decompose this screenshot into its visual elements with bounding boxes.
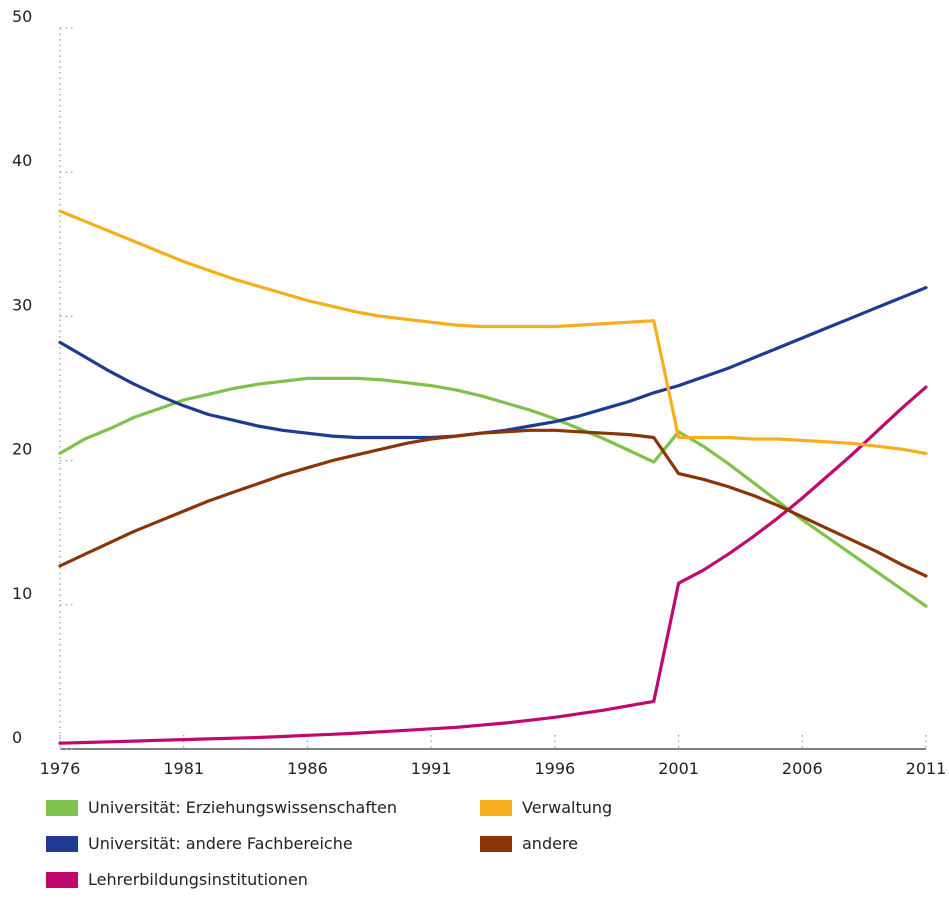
legend-item-verwaltung: Verwaltung	[480, 798, 612, 817]
legend-label: Universität: andere Fachbereiche	[88, 834, 353, 853]
legend-swatch	[46, 871, 78, 888]
x-tick-label: 1986	[287, 759, 328, 778]
y-tick-label: 10	[12, 584, 32, 603]
x-tick-label: 2001	[658, 759, 699, 778]
legend-item-lehrerbildungsinstitutionen: Lehrerbildungsinstitutionen	[46, 870, 308, 889]
legend-swatch	[480, 799, 512, 816]
y-tick-label: 0	[12, 728, 22, 747]
x-tick-label: 2006	[782, 759, 823, 778]
line-chart: 0 10 20 30 40 50 1976 1981 1986 1991 1996 2001 2006 2…	[12, 7, 946, 778]
x-tick-label: 1991	[411, 759, 452, 778]
chart-series	[58, 209, 928, 745]
series-line	[58, 376, 928, 608]
legend-item-andere: andere	[480, 834, 578, 853]
series-line	[58, 385, 928, 745]
chart-axes: 0 10 20 30 40 50 1976 1981 1986 1991 1996 2001 2006 2…	[12, 7, 946, 778]
legend-swatch	[46, 799, 78, 816]
legend-item-andere-fachbereiche: Universität: andere Fachbereiche	[46, 834, 353, 853]
y-tick-label: 40	[12, 151, 32, 170]
legend-swatch	[480, 835, 512, 852]
legend-label: Universität: Erziehungswissenschaften	[88, 798, 397, 817]
y-tick-label: 20	[12, 440, 32, 459]
x-tick-label: 2011	[906, 759, 947, 778]
series-line	[58, 286, 928, 440]
series-line	[58, 209, 928, 455]
y-tick-label: 30	[12, 295, 32, 314]
legend-label: andere	[522, 834, 579, 853]
x-tick-label: 1996	[534, 759, 575, 778]
x-tick-label: 1981	[163, 759, 204, 778]
legend-item-erziehungswissenschaften: Universität: Erziehungswissenschaften	[46, 798, 397, 817]
x-tick-label: 1976	[40, 759, 81, 778]
legend-label: Verwaltung	[522, 798, 613, 817]
series-line	[58, 428, 928, 578]
legend-swatch	[46, 835, 78, 852]
legend-label: Lehrerbildungsinstitutionen	[88, 870, 308, 889]
y-tick-label: 50	[12, 7, 32, 26]
